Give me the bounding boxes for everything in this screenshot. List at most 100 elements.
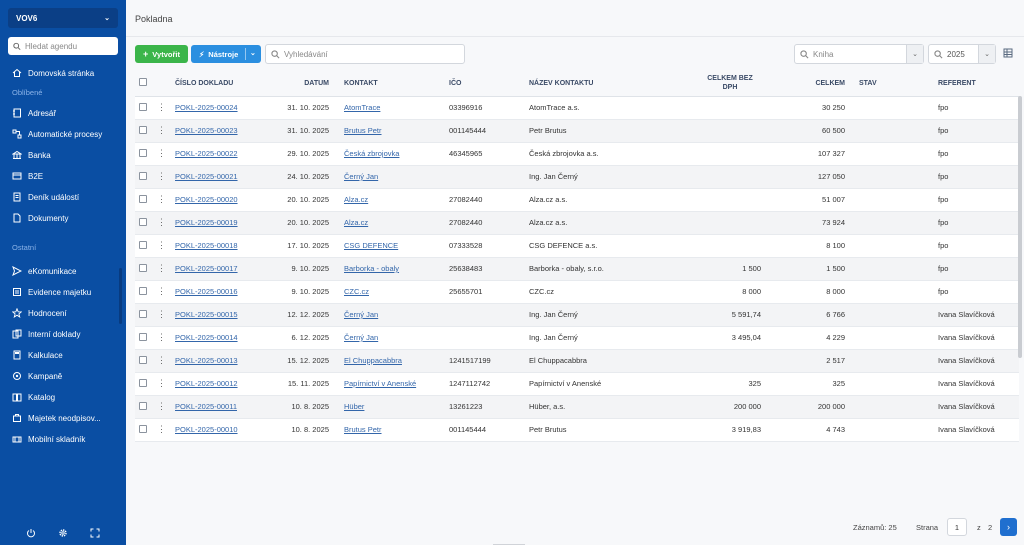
doc-number-link[interactable]: POKL-2025-00015	[175, 310, 238, 319]
kebab-menu-icon[interactable]: ⋮	[157, 217, 166, 227]
header-status[interactable]: STAV	[859, 79, 877, 87]
kebab-menu-icon[interactable]: ⋮	[157, 286, 166, 296]
year-select[interactable]: 2025 ⌄	[928, 44, 996, 64]
search-box[interactable]	[265, 44, 465, 64]
sidebar-item-interni-doklady[interactable]: Interní doklady	[12, 326, 80, 342]
row-checkbox[interactable]	[139, 148, 147, 157]
sidebar-item-hodnoceni[interactable]: Hodnocení	[12, 305, 67, 321]
contact-link[interactable]: Papírnictví v Anenské	[344, 379, 417, 388]
agenda-search[interactable]	[8, 37, 118, 55]
row-checkbox[interactable]	[139, 263, 147, 272]
agenda-search-input[interactable]	[25, 41, 113, 51]
chevron-down-icon[interactable]: ⌄	[250, 50, 256, 57]
contact-link[interactable]: CSG DEFENCE	[344, 241, 399, 250]
table-row[interactable]: ⋮ POKL-2025-00013 15. 12. 2025 El Chuppacab…	[135, 349, 1019, 373]
row-checkbox[interactable]	[139, 102, 147, 111]
kebab-menu-icon[interactable]: ⋮	[157, 332, 166, 342]
header-doc-number[interactable]: ČÍSLO DOKLADU	[175, 72, 269, 97]
sidebar-item-banka[interactable]: Banka	[12, 147, 51, 163]
contact-link[interactable]: Brutus Petr	[344, 425, 382, 434]
contact-link[interactable]: Černý Jan	[344, 310, 379, 319]
contact-link[interactable]: Černý Jan	[344, 333, 379, 342]
doc-number-link[interactable]: POKL-2025-00017	[175, 264, 238, 273]
doc-number-link[interactable]: POKL-2025-00014	[175, 333, 238, 342]
row-checkbox[interactable]	[139, 378, 147, 387]
row-checkbox[interactable]	[139, 286, 147, 295]
header-referent[interactable]: REFERENT	[938, 79, 976, 87]
table-row[interactable]: ⋮ POKL-2025-00022 29. 10. 2025 Česká zbrojo…	[135, 142, 1019, 166]
chevron-down-icon[interactable]: ⌄	[978, 45, 995, 63]
kebab-menu-icon[interactable]: ⋮	[157, 194, 166, 204]
table-row[interactable]: ⋮ POKL-2025-00024 31. 10. 2025 AtomTrace 033…	[135, 96, 1019, 120]
fullscreen-button[interactable]	[88, 526, 102, 540]
contact-link[interactable]: Česká zbrojovka	[344, 149, 400, 158]
organization-select[interactable]: VOV6 ⌄	[8, 8, 118, 28]
contact-link[interactable]: CZC.cz	[344, 287, 369, 296]
sidebar-scrollbar[interactable]	[119, 268, 122, 324]
doc-number-link[interactable]: POKL-2025-00011	[175, 402, 237, 411]
header-date[interactable]: DATUM	[269, 72, 329, 97]
table-row[interactable]: ⋮ POKL-2025-00023 31. 10. 2025 Brutus Petr 0…	[135, 119, 1019, 143]
row-checkbox[interactable]	[139, 125, 147, 134]
contact-link[interactable]: Brutus Petr	[344, 126, 382, 135]
sidebar-item-ekomunikace[interactable]: eKomunikace	[12, 263, 76, 279]
total-pages-link[interactable]: 2	[988, 523, 993, 532]
doc-number-link[interactable]: POKL-2025-00021	[175, 172, 238, 181]
doc-number-link[interactable]: POKL-2025-00024	[175, 103, 238, 112]
tools-button[interactable]: ⚡︎ Nástroje ⌄	[191, 45, 261, 63]
table-row[interactable]: ⋮ POKL-2025-00018 17. 10. 2025 CSG DEFENCE 0…	[135, 234, 1019, 258]
table-row[interactable]: ⋮ POKL-2025-00012 15. 11. 2025 Papírnictví …	[135, 372, 1019, 396]
kebab-menu-icon[interactable]: ⋮	[157, 378, 166, 388]
sidebar-item-katalog[interactable]: Katalog	[12, 389, 55, 405]
doc-number-link[interactable]: POKL-2025-00019	[175, 218, 238, 227]
column-settings-button[interactable]	[1001, 46, 1015, 60]
table-row[interactable]: ⋮ POKL-2025-00020 20. 10. 2025 Alza.cz 27082…	[135, 188, 1019, 212]
kebab-menu-icon[interactable]: ⋮	[157, 263, 166, 273]
kebab-menu-icon[interactable]: ⋮	[157, 125, 166, 135]
kebab-menu-icon[interactable]: ⋮	[157, 171, 166, 181]
table-scrollbar[interactable]	[1018, 96, 1022, 358]
kebab-menu-icon[interactable]: ⋮	[157, 102, 166, 112]
kebab-menu-icon[interactable]: ⋮	[157, 355, 166, 365]
row-checkbox[interactable]	[139, 194, 147, 203]
sidebar-item-evidence-majetku[interactable]: Evidence majetku	[12, 284, 91, 300]
table-row[interactable]: ⋮ POKL-2025-00016 9. 10. 2025 CZC.cz 2565570…	[135, 280, 1019, 304]
table-row[interactable]: ⋮ POKL-2025-00014 6. 12. 2025 Černý Jan Ing.…	[135, 326, 1019, 350]
kebab-menu-icon[interactable]: ⋮	[157, 424, 166, 434]
sidebar-item-denik-udalosti[interactable]: Deník událostí	[12, 189, 79, 205]
row-checkbox[interactable]	[139, 401, 147, 410]
header-ico[interactable]: IČO	[449, 72, 529, 97]
kebab-menu-icon[interactable]: ⋮	[157, 148, 166, 158]
header-total-ex-vat[interactable]: CELKEM BEZ DPH	[685, 72, 761, 97]
contact-link[interactable]: Alza.cz	[344, 195, 369, 204]
sidebar-item-mobilni-skladnik[interactable]: Mobilní skladník	[12, 431, 85, 447]
sidebar-item-b2e[interactable]: B2E	[12, 168, 43, 184]
power-button[interactable]	[24, 526, 38, 540]
sidebar-item-majetek-neodpisovany[interactable]: Majetek neodpisov...	[12, 410, 101, 426]
search-input[interactable]	[284, 49, 454, 59]
chevron-down-icon[interactable]: ⌄	[906, 45, 923, 63]
header-total[interactable]: CELKEM	[769, 72, 845, 97]
doc-number-link[interactable]: POKL-2025-00016	[175, 287, 238, 296]
contact-link[interactable]: Hüber	[344, 402, 365, 411]
contact-link[interactable]: AtomTrace	[344, 103, 381, 112]
table-row[interactable]: ⋮ POKL-2025-00011 10. 8. 2025 Hüber 13261223…	[135, 395, 1019, 419]
doc-number-link[interactable]: POKL-2025-00013	[175, 356, 238, 365]
row-checkbox[interactable]	[139, 171, 147, 180]
sidebar-item-adresar[interactable]: Adresář	[12, 105, 56, 121]
sidebar-item-dokumenty[interactable]: Dokumenty	[12, 210, 68, 226]
row-checkbox[interactable]	[139, 332, 147, 341]
doc-number-link[interactable]: POKL-2025-00022	[175, 149, 238, 158]
sidebar-item-automaticke-procesy[interactable]: Automatické procesy	[12, 126, 102, 142]
create-button[interactable]: + Vytvořit	[135, 45, 188, 63]
contact-link[interactable]: Alza.cz	[344, 218, 369, 227]
row-checkbox[interactable]	[139, 309, 147, 318]
doc-number-link[interactable]: POKL-2025-00020	[175, 195, 238, 204]
kebab-menu-icon[interactable]: ⋮	[157, 240, 166, 250]
row-checkbox[interactable]	[139, 355, 147, 364]
row-checkbox[interactable]	[139, 240, 147, 249]
doc-number-link[interactable]: POKL-2025-00018	[175, 241, 238, 250]
header-contact[interactable]: KONTAKT	[344, 72, 449, 97]
header-contact-name[interactable]: NÁZEV KONTAKTU	[529, 72, 639, 97]
table-row[interactable]: ⋮ POKL-2025-00015 12. 12. 2025 Černý Jan Ing…	[135, 303, 1019, 327]
